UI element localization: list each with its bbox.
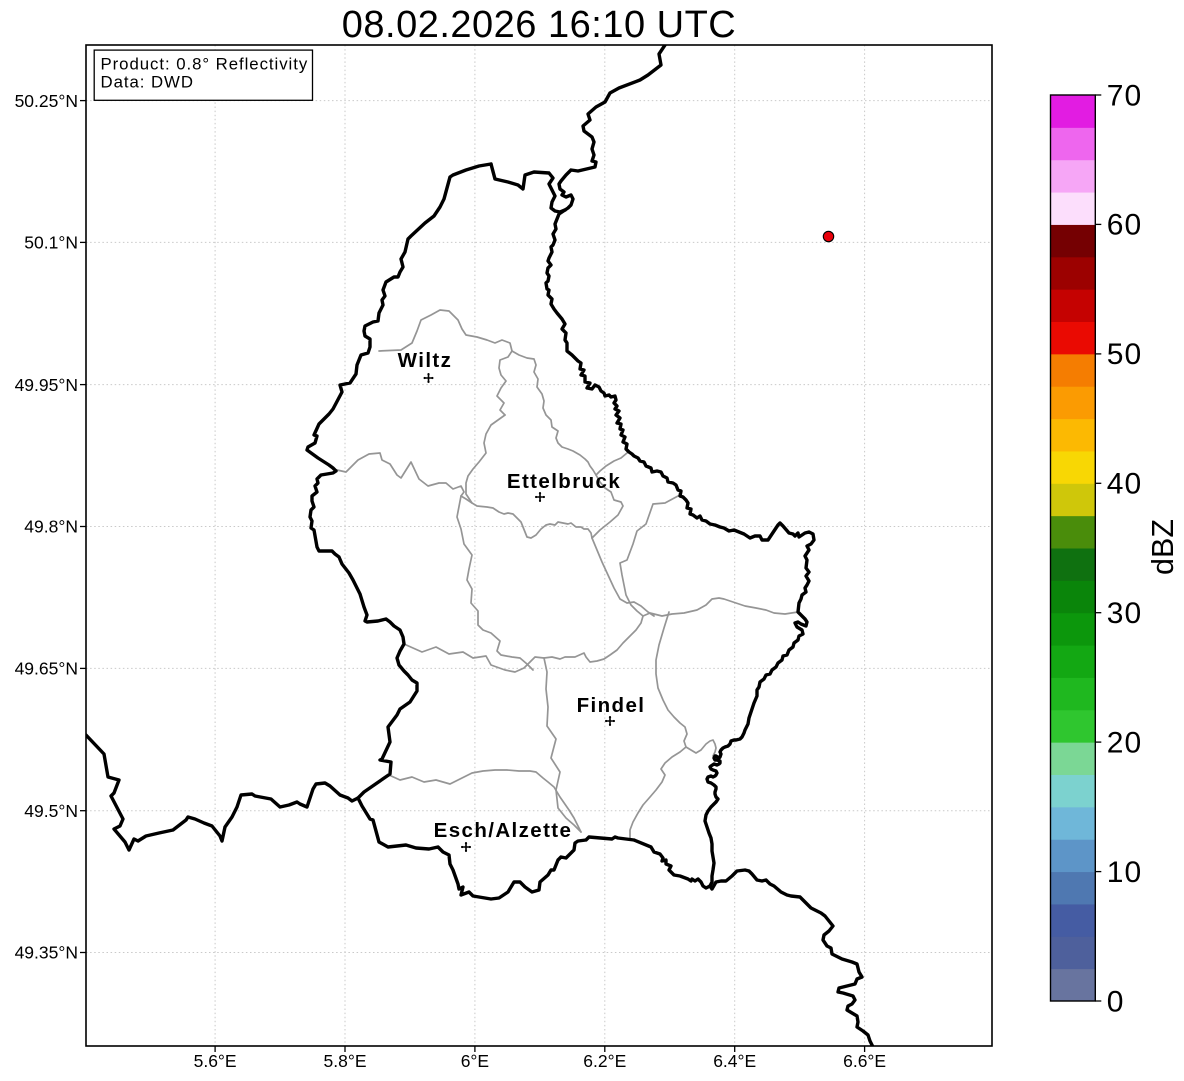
svg-text:6.6°E: 6.6°E bbox=[843, 1051, 886, 1071]
svg-text:Data: DWD: Data: DWD bbox=[101, 73, 194, 92]
svg-text:08.02.2026 16:10 UTC: 08.02.2026 16:10 UTC bbox=[342, 4, 737, 46]
svg-text:70: 70 bbox=[1107, 79, 1142, 112]
svg-text:6.4°E: 6.4°E bbox=[713, 1051, 756, 1071]
svg-text:30: 30 bbox=[1107, 597, 1142, 630]
svg-text:6°E: 6°E bbox=[461, 1051, 489, 1071]
svg-text:dBZ: dBZ bbox=[1146, 519, 1180, 575]
svg-text:60: 60 bbox=[1107, 209, 1142, 242]
svg-text:Findel: Findel bbox=[577, 694, 646, 717]
svg-text:Esch/Alzette: Esch/Alzette bbox=[434, 819, 573, 842]
svg-text:5.6°E: 5.6°E bbox=[194, 1051, 237, 1071]
svg-text:Ettelbruck: Ettelbruck bbox=[507, 470, 621, 493]
svg-text:10: 10 bbox=[1107, 856, 1142, 889]
svg-text:40: 40 bbox=[1107, 468, 1142, 501]
svg-text:50.1°N: 50.1°N bbox=[24, 233, 78, 253]
svg-text:0: 0 bbox=[1107, 985, 1125, 1018]
svg-text:Product: 0.8° Reflectivity: Product: 0.8° Reflectivity bbox=[101, 55, 309, 74]
svg-text:49.95°N: 49.95°N bbox=[15, 375, 78, 395]
svg-text:Wiltz: Wiltz bbox=[398, 349, 453, 372]
svg-text:49.8°N: 49.8°N bbox=[24, 517, 78, 537]
svg-text:49.35°N: 49.35°N bbox=[15, 943, 78, 963]
svg-text:50: 50 bbox=[1107, 338, 1142, 371]
svg-text:20: 20 bbox=[1107, 726, 1142, 759]
svg-text:5.8°E: 5.8°E bbox=[324, 1051, 367, 1071]
svg-text:49.5°N: 49.5°N bbox=[24, 801, 78, 821]
svg-text:6.2°E: 6.2°E bbox=[583, 1051, 626, 1071]
svg-text:50.25°N: 50.25°N bbox=[15, 91, 78, 111]
svg-text:49.65°N: 49.65°N bbox=[15, 659, 78, 679]
